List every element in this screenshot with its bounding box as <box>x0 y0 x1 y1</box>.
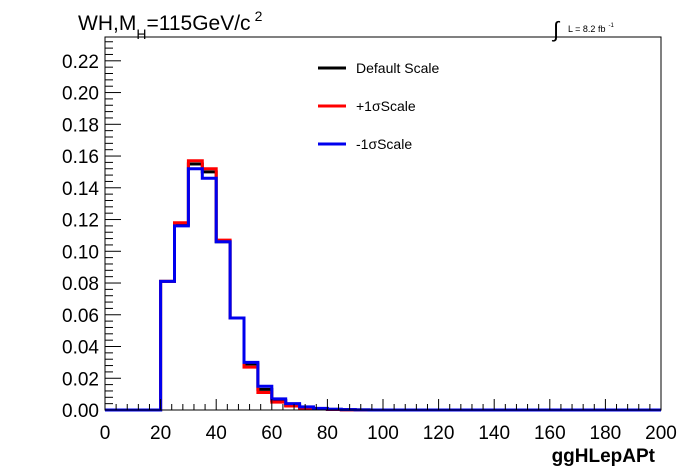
y-tick-label: 0.18 <box>62 115 99 136</box>
lumi-integral-symbol: ∫ <box>551 17 561 42</box>
title-value: =115GeV/c <box>146 12 250 35</box>
title-prefix: WH,M <box>78 12 136 35</box>
legend-label-1: Default Scale <box>356 60 439 76</box>
x-tick-label: 60 <box>261 423 282 444</box>
y-tick-label: 0.06 <box>62 306 99 327</box>
x-tick-label: 160 <box>534 423 566 444</box>
title-subscript: H <box>136 26 146 42</box>
x-tick-label: 200 <box>645 423 677 444</box>
y-tick-label: 0.20 <box>62 84 99 105</box>
x-tick-label: 80 <box>317 423 338 444</box>
y-tick-label: 0.02 <box>62 369 99 390</box>
y-tick-label: 0.08 <box>62 274 99 295</box>
x-tick-label: 40 <box>206 423 227 444</box>
y-tick-label: 0.22 <box>62 52 99 73</box>
legend-label-2: +1σScale <box>356 98 416 114</box>
y-tick-label: 0.12 <box>62 211 99 232</box>
lumi-label: L = 8.2 fb -1 <box>568 23 614 34</box>
chart-title: WH,MH=115GeV/c 2 <box>78 8 263 42</box>
y-tick-label: 0.00 <box>62 401 99 422</box>
y-tick-label: 0.10 <box>62 242 99 263</box>
x-tick-label: 180 <box>590 423 622 444</box>
x-tick-label: 0 <box>100 423 111 444</box>
x-tick-label: 20 <box>150 423 171 444</box>
title-superscript: 2 <box>255 8 263 24</box>
lumi-superscript: -1 <box>608 23 614 29</box>
x-tick-label: 140 <box>478 423 510 444</box>
y-tick-label: 0.04 <box>62 338 99 359</box>
x-axis-label: ggHLepAPt <box>552 446 656 467</box>
y-tick-label: 0.16 <box>62 147 99 168</box>
axes-layer: 0 20 40 60 80 100 120 140 160 180 200 0.00 0.02 0.04 0… <box>62 41 677 444</box>
legend-label-3: -1σScale <box>356 136 412 152</box>
y-tick-label: 0.14 <box>62 179 99 200</box>
lumi-value: L = 8.2 fb <box>568 24 605 34</box>
x-tick-label: 120 <box>423 423 455 444</box>
legend: Default Scale +1σScale -1σScale <box>318 60 439 152</box>
x-tick-label: 100 <box>367 423 399 444</box>
